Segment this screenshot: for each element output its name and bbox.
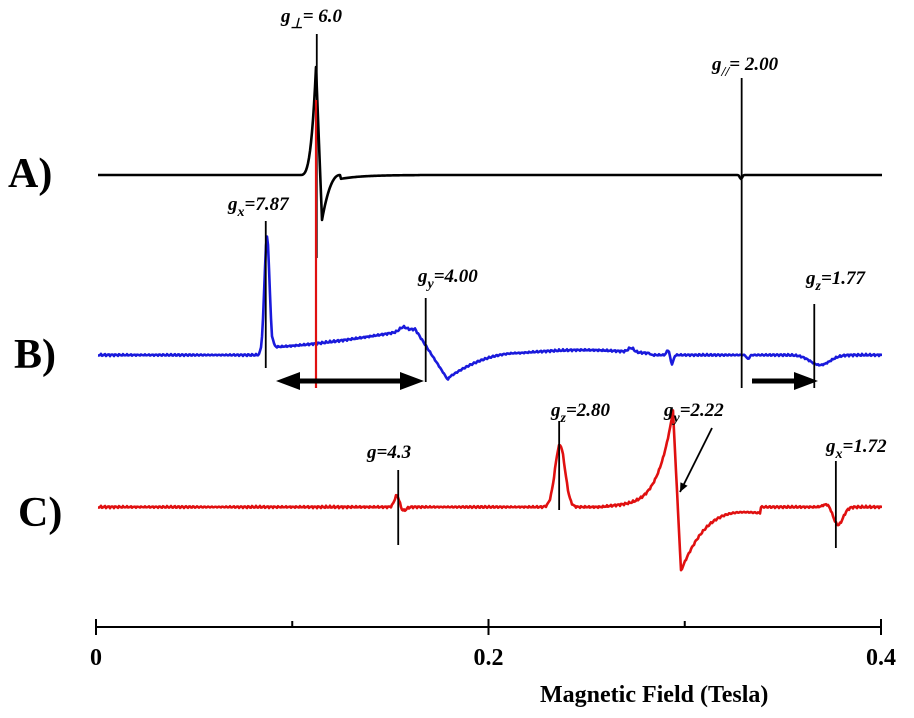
panel-labels: A) B) C) <box>8 151 62 536</box>
marker-label-B-2: gz=1.77 <box>805 268 867 294</box>
marker-label-C-2: gy=2.22 <box>663 400 724 426</box>
x-axis-title: Magnetic Field (Tesla) <box>540 682 768 708</box>
x-tick-label-1: 0.2 <box>474 645 504 671</box>
gy-label-pointer <box>679 427 713 493</box>
marker-label-C-1: gz=2.80 <box>550 400 611 426</box>
trace-C <box>97 409 883 572</box>
x-axis: 0 0.2 0.4 <box>90 619 896 671</box>
double-arrow-right-head <box>400 372 424 390</box>
g-value-markers: g⊥= 6.0 g//= 2.00 gx=7.87 gy=4.00 gz=1.77 g=4… <box>227 6 887 548</box>
x-tick-label-0: 0 <box>90 645 102 671</box>
trace-B <box>97 235 883 381</box>
marker-label-C-3: gx=1.72 <box>825 436 887 462</box>
marker-label-A-1: g//= 2.00 <box>711 54 779 80</box>
marker-label-B-1: gy=4.00 <box>417 266 478 292</box>
panel-label-C: C) <box>18 490 62 536</box>
right-arrow-head <box>794 372 818 390</box>
spectra-traces <box>97 65 883 572</box>
marker-label-B-0: gx=7.87 <box>227 194 290 220</box>
panel-label-A: A) <box>8 151 52 197</box>
panel-label-B: B) <box>14 332 56 378</box>
marker-label-A-0: g⊥= 6.0 <box>280 6 343 32</box>
trace-A <box>97 65 883 222</box>
shift-arrows <box>276 372 818 390</box>
marker-label-C-0: g=4.3 <box>366 442 411 463</box>
double-arrow-left-head <box>276 372 300 390</box>
x-tick-label-2: 0.4 <box>866 645 896 671</box>
